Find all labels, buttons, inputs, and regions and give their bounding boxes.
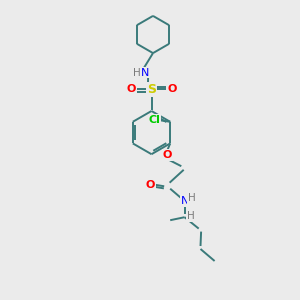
Text: O: O (163, 150, 172, 160)
Text: H: H (187, 211, 195, 221)
Text: H: H (188, 193, 196, 203)
Text: Cl: Cl (149, 115, 161, 125)
Text: S: S (147, 83, 156, 96)
Text: N: N (141, 68, 149, 78)
Text: O: O (167, 84, 177, 94)
Text: O: O (126, 84, 136, 94)
Text: N: N (180, 196, 189, 206)
Text: H: H (133, 68, 141, 78)
Text: O: O (146, 180, 155, 190)
